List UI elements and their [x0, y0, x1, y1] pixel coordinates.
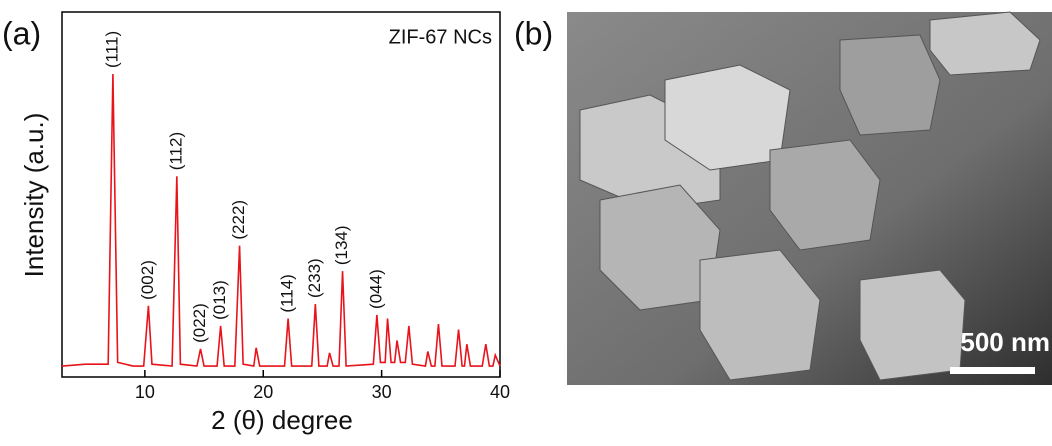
x-tick-label: 30 [372, 382, 392, 402]
scale-bar-label: 500 nm [960, 327, 1050, 357]
cube [860, 270, 965, 380]
figure: (a) 2 (θ) degree Intensity (a.u.) 500 nm… [0, 0, 1052, 441]
peak-label: (112) [166, 132, 185, 170]
peak-label: (044) [366, 269, 385, 309]
sem-image: 500 nm [567, 12, 1052, 385]
panel-label: (b) [514, 15, 553, 51]
peak-label: (111) [102, 31, 121, 68]
xrd-line [62, 74, 500, 366]
x-tick-label: 40 [490, 382, 510, 402]
peak-label: (013) [210, 280, 229, 320]
x-tick-label: 20 [253, 382, 273, 402]
peak-label: (114) [278, 274, 297, 312]
plot-frame [62, 12, 500, 377]
series-label: ZIF-67 NCs [389, 26, 492, 48]
peak-label: (022) [190, 303, 209, 343]
page: (a) 2 (θ) degree Intensity (a.u.) 500 nm… [0, 0, 1052, 441]
x-tick-label: 10 [135, 382, 155, 402]
peak-label: (134) [332, 225, 351, 265]
y-axis-label: Intensity (a.u.) [19, 113, 49, 278]
peak-label: (233) [305, 258, 324, 298]
cube [840, 35, 940, 135]
peak-label: (222) [229, 200, 248, 240]
x-axis-label: 2 (θ) degree [211, 405, 353, 435]
peak-label: (002) [138, 260, 157, 300]
panel-label: (a) [2, 15, 41, 51]
scale-bar [950, 367, 1035, 374]
